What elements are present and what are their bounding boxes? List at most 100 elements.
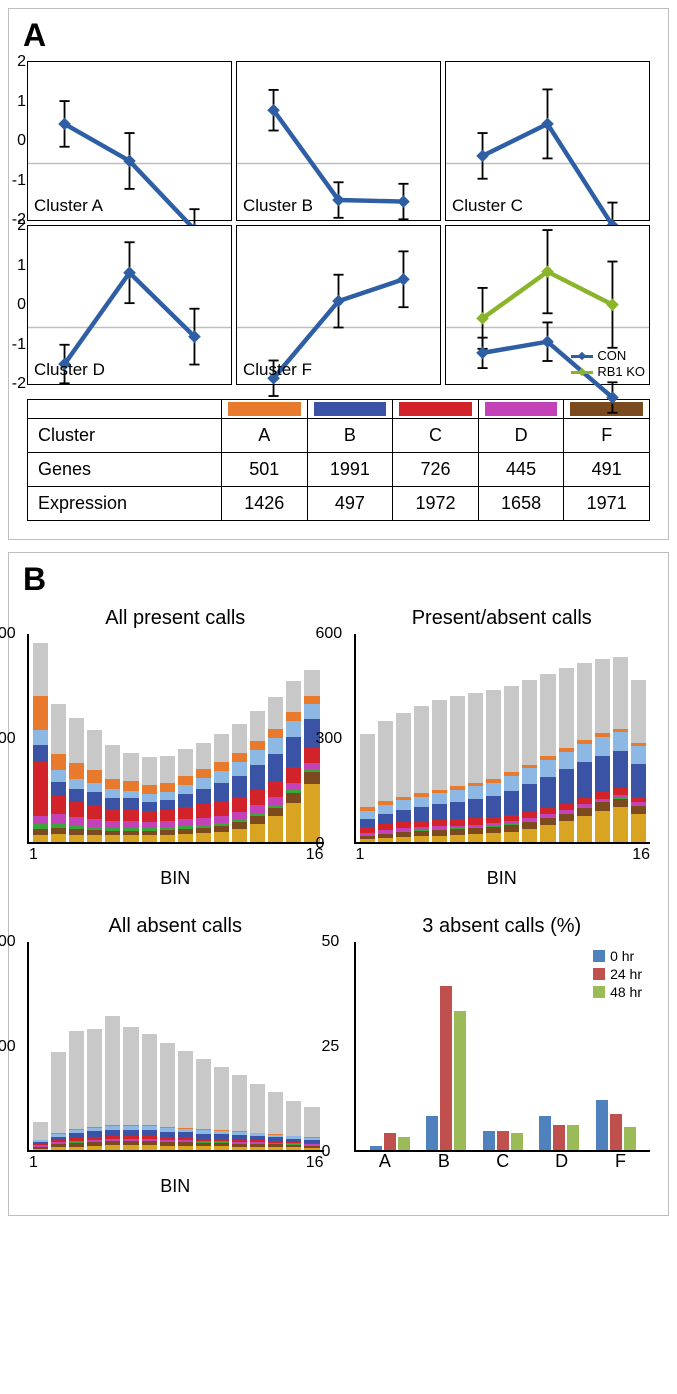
ytick: 800 [0, 625, 16, 643]
cluster-label: Cluster C [452, 196, 523, 216]
xcat: D [555, 1151, 568, 1172]
stacked-bar [51, 704, 66, 842]
stacked-bar [123, 1027, 138, 1151]
stacked-bar [286, 681, 301, 842]
ytick: -1 [12, 336, 26, 354]
bar-group [483, 1131, 523, 1150]
stacked-bar [196, 1059, 211, 1150]
chart-title: All present calls [27, 607, 324, 630]
grouped-bar [511, 1133, 523, 1150]
stacked-bar [69, 1031, 84, 1150]
stacked-bar [378, 721, 393, 842]
ytick: 0 [322, 1143, 331, 1161]
table-row-label: Expression [28, 487, 222, 521]
stacked-bar [268, 697, 283, 842]
panel-a-legend: CONRB1 KO [571, 348, 645, 380]
ytick: 50 [322, 933, 340, 951]
stacked-bar [304, 1107, 319, 1150]
stacked-bar [286, 1101, 301, 1150]
stacked-bar [123, 753, 138, 843]
xaxis-label: BIN [27, 868, 324, 889]
grouped-bar [454, 1011, 466, 1150]
panel-b: B All present calls0400800116BINPresent/… [8, 552, 669, 1216]
table-row-label: Genes [28, 453, 222, 487]
xaxis-label: BIN [354, 868, 651, 889]
bar-group [370, 1133, 410, 1150]
ytick: 600 [0, 933, 16, 951]
ytick: -2 [12, 375, 26, 393]
panel-b-label: B [23, 561, 46, 598]
stacked-bar [268, 1092, 283, 1150]
ytick: -1 [12, 172, 26, 190]
xtick: 16 [632, 846, 650, 864]
xcat: F [615, 1151, 626, 1172]
table-cell: 445 [478, 453, 564, 487]
ytick: 0 [17, 296, 26, 314]
bar-group [426, 986, 466, 1150]
table-cell: 1971 [564, 487, 650, 521]
table-cell: 1658 [478, 487, 564, 521]
table-cell: 1972 [393, 487, 479, 521]
xcat: C [496, 1151, 509, 1172]
line-chart-4: Cluster F [236, 225, 441, 385]
panel-a-label: A [23, 17, 46, 54]
stacked-bar [232, 724, 247, 842]
table-cell: 501 [221, 453, 307, 487]
xcat: A [379, 1151, 391, 1172]
chart-title: Present/absent calls [354, 607, 651, 630]
grouped-bar [483, 1131, 495, 1150]
line-chart-grid: -2-1012Cluster A Cluster B Cluster C -2-101… [27, 61, 650, 385]
grouped-bar [398, 1137, 410, 1150]
stacked-bar [613, 657, 628, 842]
line-chart-3: -2-1012Cluster D [27, 225, 232, 385]
cluster-label: Cluster B [243, 196, 313, 216]
stacked-bar [414, 706, 429, 842]
line-chart-5: CONRB1 KO [445, 225, 650, 385]
grouped-chart: 3 absent calls (%)02550ABCDF0 hr24 hr48 … [354, 915, 651, 1197]
table-cell: 1426 [221, 487, 307, 521]
line-chart-1: Cluster B [236, 61, 441, 221]
grouped-bar [624, 1127, 636, 1150]
stacked-bar [142, 1034, 157, 1151]
grouped-bar [567, 1125, 579, 1150]
bar-chart-grid: All present calls0400800116BINPresent/ab… [27, 607, 650, 1197]
ytick: 0 [316, 835, 325, 853]
stacked-bar [360, 734, 375, 842]
grouped-bar [539, 1116, 551, 1150]
table-cell: 726 [393, 453, 479, 487]
bar-group [539, 1116, 579, 1150]
stacked-bar [250, 711, 265, 842]
xcat: B [438, 1151, 450, 1172]
xaxis-label: BIN [27, 1176, 324, 1197]
ytick: 400 [0, 730, 16, 748]
ytick: 0 [17, 132, 26, 150]
stacked-chart-1: Present/absent calls0300600116BIN [354, 607, 651, 889]
ytick: 300 [0, 1038, 16, 1056]
stacked-bar [631, 680, 646, 842]
stacked-bar [577, 663, 592, 842]
stacked-bar [522, 680, 537, 842]
stacked-bar [304, 670, 319, 842]
chart-title: All absent calls [27, 915, 324, 938]
stacked-bar [33, 643, 48, 842]
ytick: 2 [17, 217, 26, 235]
xtick: 1 [29, 1154, 38, 1172]
line-chart-2: Cluster C [445, 61, 650, 221]
bar-group [596, 1100, 636, 1150]
stacked-bar [396, 713, 411, 842]
stacked-bar [178, 1051, 193, 1150]
stacked-bar [105, 745, 120, 842]
ytick: 2 [17, 53, 26, 71]
stacked-bar [504, 686, 519, 842]
line-chart-0: -2-1012Cluster A [27, 61, 232, 221]
stacked-bar [33, 1122, 48, 1150]
xtick: 1 [29, 846, 38, 864]
stacked-bar [196, 743, 211, 842]
grouped-bar [426, 1116, 438, 1150]
stacked-bar [559, 668, 574, 842]
stacked-bar [540, 674, 555, 842]
cluster-label: Cluster A [34, 196, 103, 216]
grouped-bar [384, 1133, 396, 1150]
stacked-bar [450, 696, 465, 842]
grouped-bar [596, 1100, 608, 1150]
